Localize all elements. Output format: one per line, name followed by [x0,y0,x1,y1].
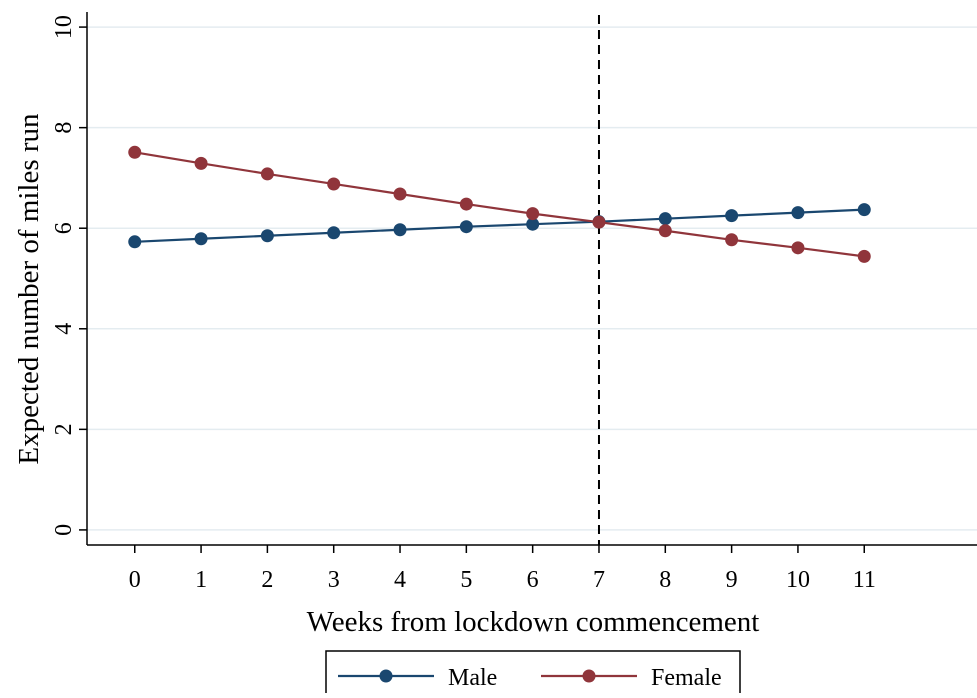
data-point-male [327,226,341,240]
legend-box [325,650,741,698]
y-tick-label: 6 [51,222,77,234]
x-tick-label: 10 [786,567,810,593]
x-tick-label: 7 [593,567,605,593]
data-point-female [857,249,871,263]
data-point-female [194,156,208,170]
data-point-male [194,232,208,246]
data-point-male [526,217,540,231]
legend-marker-female [582,669,596,683]
legend-marker-male [379,669,393,683]
x-tick-label: 6 [527,567,539,593]
x-tick-label: 3 [328,567,340,593]
series-line-male [134,208,865,243]
x-tick-label: 8 [659,567,671,593]
data-point-female [327,177,341,191]
data-point-female [592,215,606,229]
legend-label-female: Female [651,665,722,691]
data-point-male [459,220,473,234]
data-point-male [128,235,142,249]
data-point-male [857,203,871,217]
grid-lines [87,26,977,531]
data-point-male [791,206,805,220]
data-point-female [459,197,473,211]
x-tick-label: 0 [129,567,141,593]
data-point-female [393,187,407,201]
data-point-female [260,167,274,181]
legend: Male Female [325,650,741,698]
x-tick-label: 11 [853,567,876,593]
axes: 0 2 4 6 8 10 0 1 2 3 4 5 6 7 8 9 10 11 [51,12,977,593]
series-line-female [134,151,865,258]
data-point-female [128,145,142,159]
x-tick-label: 5 [460,567,472,593]
data-point-female [526,207,540,221]
axis-labels: Weeks from lockdown commencement Expecte… [13,113,759,638]
data-point-female [791,241,805,255]
x-tick-label: 1 [195,567,207,593]
y-tick-label: 10 [51,15,77,39]
data-point-male [658,212,672,226]
series-group [128,145,871,263]
y-axis-title: Expected number of miles run [13,113,45,465]
data-point-male [725,209,739,223]
y-tick-label: 8 [51,122,77,134]
data-point-female [725,233,739,247]
y-tick-label: 4 [51,323,77,335]
x-tick-label: 2 [261,567,273,593]
x-axis-title: Weeks from lockdown commencement [307,606,760,638]
legend-label-male: Male [448,665,497,691]
data-point-male [260,229,274,243]
x-tick-label: 4 [394,567,406,593]
data-point-female [658,224,672,238]
y-tick-label: 2 [51,423,77,435]
x-tick-label: 9 [726,567,738,593]
y-tick-label: 0 [51,524,77,536]
data-point-male [393,223,407,237]
